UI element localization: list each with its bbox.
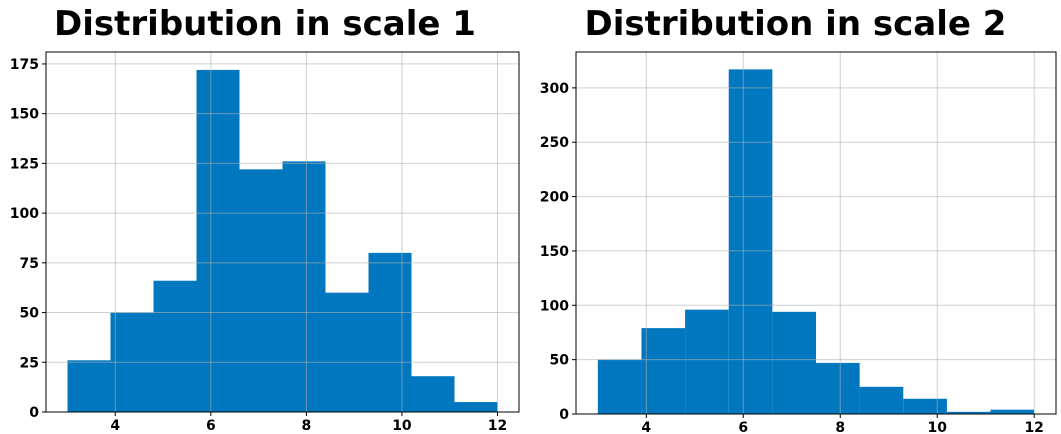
histogram-bar — [368, 252, 412, 412]
y-tick-label: 0 — [29, 405, 39, 421]
bars — [67, 69, 498, 413]
histogram-bar — [411, 376, 455, 412]
histogram-bar — [67, 360, 111, 412]
y-tick-label: 100 — [540, 298, 569, 314]
histogram-bar — [990, 409, 1035, 414]
ticks: 4 6 8 10 12 0 25 50 75 100 125 150 175 — [10, 57, 507, 434]
y-tick-label: 300 — [540, 81, 569, 97]
y-tick-label: 100 — [10, 206, 39, 222]
y-tick-label: 50 — [20, 306, 40, 322]
x-tick-label: 10 — [392, 418, 412, 434]
histogram-bar — [325, 292, 369, 412]
histogram-bar — [282, 161, 326, 412]
histogram-scale-1: 4 6 8 10 12 0 25 50 75 100 125 150 175 — [10, 51, 520, 434]
histogram-bar — [728, 69, 773, 414]
histogram-bar — [772, 311, 816, 414]
x-tick-label: 12 — [1024, 420, 1043, 434]
histogram-bar — [685, 309, 729, 414]
x-tick-label: 8 — [302, 418, 312, 434]
histogram-bar — [946, 411, 991, 414]
bars — [597, 69, 1035, 414]
histogram-bar — [903, 398, 947, 414]
chart-panel-scale-2: Distribution in scale 2 4 6 8 10 12 0 50 100 150… — [530, 0, 1061, 434]
y-tick-label: 125 — [10, 156, 39, 172]
ticks: 4 6 8 10 12 0 50 100 150 200 250 300 — [540, 81, 1044, 434]
x-tick-label: 4 — [641, 420, 651, 434]
y-tick-label: 0 — [559, 407, 569, 423]
plot-frame — [45, 51, 520, 413]
histogram-bar — [641, 328, 686, 414]
y-tick-label: 50 — [550, 353, 570, 369]
y-tick-label: 200 — [540, 190, 569, 206]
y-tick-label: 75 — [20, 256, 39, 272]
x-tick-label: 12 — [488, 418, 507, 434]
histogram-bar — [597, 359, 642, 414]
histogram-bar — [816, 362, 860, 414]
y-tick-label: 175 — [10, 57, 39, 73]
histogram-scale-2: 4 6 8 10 12 0 50 100 150 200 250 300 — [540, 51, 1057, 434]
x-tick-label: 10 — [927, 420, 947, 434]
histogram-bar — [153, 280, 197, 412]
y-tick-label: 150 — [540, 244, 569, 260]
y-tick-label: 25 — [20, 355, 39, 371]
x-tick-label: 4 — [110, 418, 120, 434]
plot-frame — [575, 51, 1057, 415]
x-tick-label: 6 — [738, 420, 748, 434]
chart-title: Distribution in scale 2 — [584, 4, 1007, 44]
grid — [576, 52, 1056, 415]
histogram-bar — [454, 402, 498, 412]
histogram-bar — [239, 169, 283, 412]
chart-title: Distribution in scale 1 — [54, 4, 476, 44]
x-tick-label: 8 — [835, 420, 845, 434]
y-tick-label: 150 — [10, 107, 39, 123]
y-tick-label: 250 — [540, 135, 569, 151]
x-tick-label: 6 — [206, 418, 216, 434]
chart-panel-scale-1: Distribution in scale 1 4 6 8 10 12 0 25 50 75 10… — [0, 0, 530, 434]
histogram-bar — [196, 69, 240, 413]
histogram-bar — [859, 386, 904, 414]
